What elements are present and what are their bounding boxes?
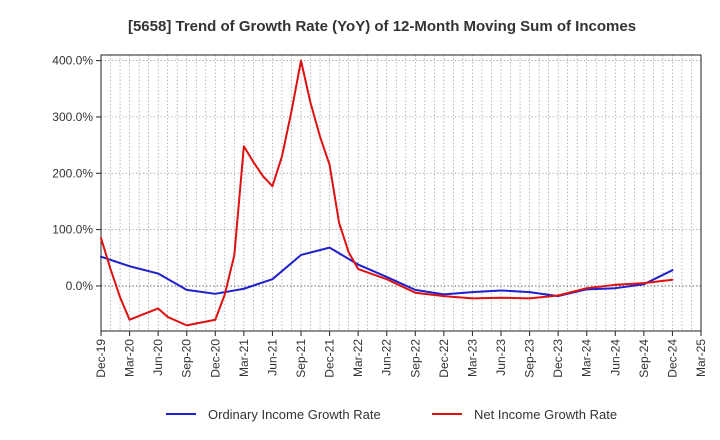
x-tick-label: Sep-20 (180, 339, 194, 378)
y-axis: 0.0% 100.0% 200.0% 300.0% 400.0% (52, 54, 101, 293)
y-tick-label: 100.0% (52, 223, 93, 237)
series-line-2 (100, 59, 674, 327)
y-tick-label: 200.0% (52, 166, 93, 180)
grid (101, 55, 701, 331)
legend-label: Net Income Growth Rate (474, 407, 617, 422)
x-tick-label: Dec-22 (437, 339, 451, 378)
x-tick-label: Sep-23 (523, 339, 537, 378)
x-tick-label: Dec-24 (665, 339, 679, 378)
x-tick-label: Sep-24 (637, 339, 651, 378)
plot-frame (100, 54, 702, 332)
x-tick-label: Jun-22 (380, 339, 394, 376)
x-tick-label: Sep-22 (408, 339, 422, 378)
y-tick-label: 300.0% (52, 110, 93, 124)
x-tick-label: Dec-23 (551, 339, 565, 378)
x-tick-label: Dec-19 (94, 339, 108, 378)
x-tick-label: Mar-23 (465, 339, 479, 377)
x-tick-label: Jun-23 (494, 339, 508, 376)
legend: Ordinary Income Growth Rate Net Income Gr… (166, 407, 617, 422)
x-tick-label: Mar-22 (351, 339, 365, 377)
y-tick-label: 400.0% (52, 54, 93, 68)
x-tick-label: Jun-21 (265, 339, 279, 376)
series (100, 59, 674, 327)
x-tick-label: Sep-21 (294, 339, 308, 378)
legend-label: Ordinary Income Growth Rate (208, 407, 381, 422)
x-tick-label: Mar-21 (237, 339, 251, 377)
x-tick-label: Mar-20 (123, 339, 137, 377)
x-tick-label: Dec-20 (208, 339, 222, 378)
x-tick-label: Mar-24 (580, 339, 594, 377)
x-tick-label: Dec-21 (323, 339, 337, 378)
x-tick-label: Mar-25 (694, 339, 708, 377)
chart-title: [5658] Trend of Growth Rate (YoY) of 12-… (128, 18, 636, 35)
y-tick-label: 0.0% (66, 279, 94, 293)
x-axis: Dec-19 Mar-20 Jun-20 Sep-20 Dec-20 Mar-21 Jun-… (94, 331, 708, 378)
x-tick-label: Jun-24 (608, 339, 622, 376)
x-tick-label: Jun-20 (151, 339, 165, 376)
